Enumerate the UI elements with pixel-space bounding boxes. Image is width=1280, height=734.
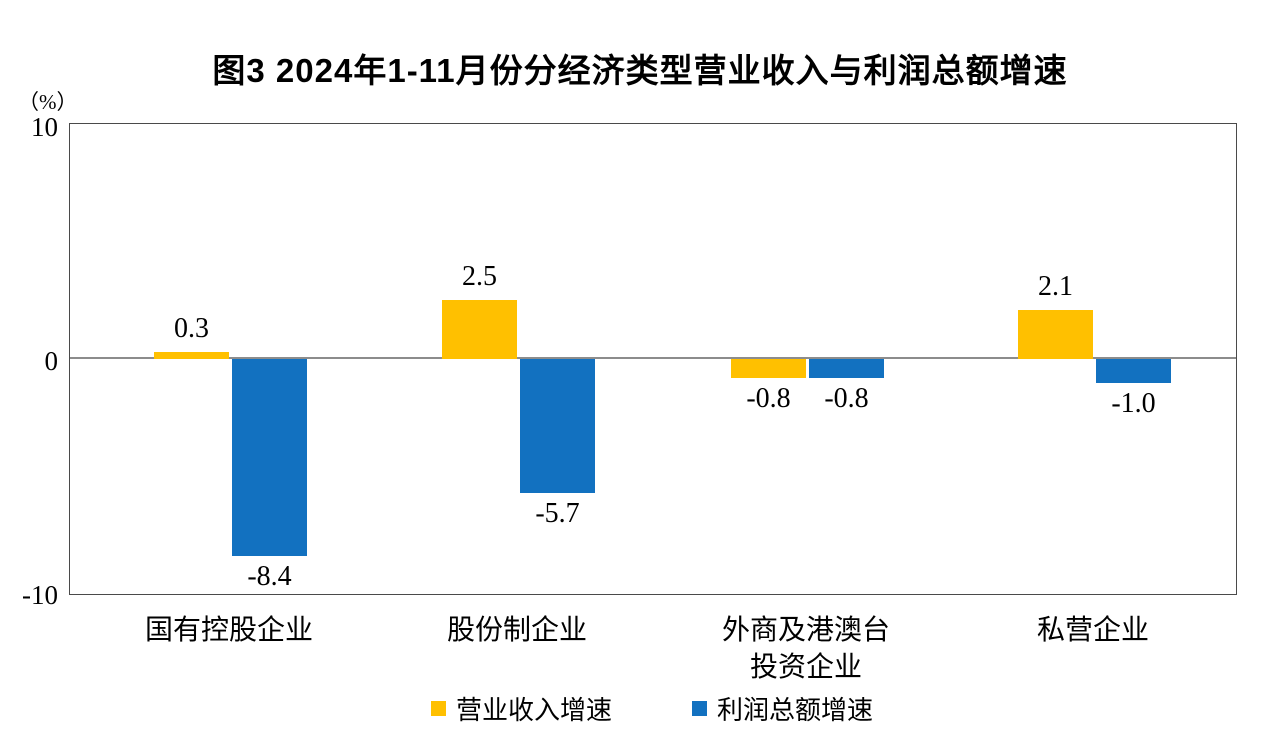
bar-series0-group2 (731, 359, 806, 378)
legend-item-profit: 利润总额增速 (692, 690, 873, 727)
category-label-0: 国有控股企业 (144, 615, 313, 646)
revenue-series-swatch (430, 701, 446, 716)
chart-title: 图3 2024年1-11月份分经济类型营业收入与利润总额增速 (212, 52, 1068, 89)
bar-value-label-series1-group1: -5.7 (535, 498, 580, 529)
bar-series1-group1 (520, 359, 595, 493)
category-label-2: 外商及港澳台 投资企业 (721, 615, 890, 683)
bar-value-label-series1-group0: -8.4 (247, 561, 292, 592)
category-label-1: 股份制企业 (446, 615, 587, 646)
legend-label-revenue: 营业收入增速 (455, 696, 612, 725)
bar-series0-group1 (442, 300, 517, 359)
bar-series1-group3 (1096, 359, 1171, 383)
legend-item-revenue: 营业收入增速 (430, 690, 612, 727)
y-tick-10: 10 (31, 112, 58, 142)
bar-series0-group0 (154, 352, 229, 359)
bar-value-label-series0-group1: 2.5 (462, 261, 497, 292)
bar-value-label-series0-group3: 2.1 (1038, 271, 1073, 302)
category-label-3: 私营企业 (1036, 615, 1149, 646)
legend-label-profit: 利润总额增速 (717, 696, 874, 725)
zero-axis-line (70, 357, 1236, 359)
legend: 营业收入增速 利润总额增速 (0, 690, 1280, 727)
y-tick-neg10: -10 (22, 580, 58, 610)
plot-area: 0.3 -8.4 2.5 -5.7 -0.8 -0.8 2.1 -1.0 (69, 123, 1237, 595)
bar-value-label-series1-group2: -0.8 (824, 383, 869, 414)
bar-series1-group0 (232, 359, 307, 556)
bar-series0-group3 (1018, 310, 1093, 359)
bar-value-label-series0-group0: 0.3 (174, 313, 209, 344)
profit-series-swatch (692, 701, 707, 716)
bar-value-label-series0-group2: -0.8 (746, 383, 791, 414)
bar-value-label-series1-group3: -1.0 (1111, 388, 1156, 419)
y-tick-0: 0 (44, 346, 59, 376)
y-axis-unit-label: （%） (18, 90, 78, 114)
bar-series1-group2 (809, 359, 884, 378)
